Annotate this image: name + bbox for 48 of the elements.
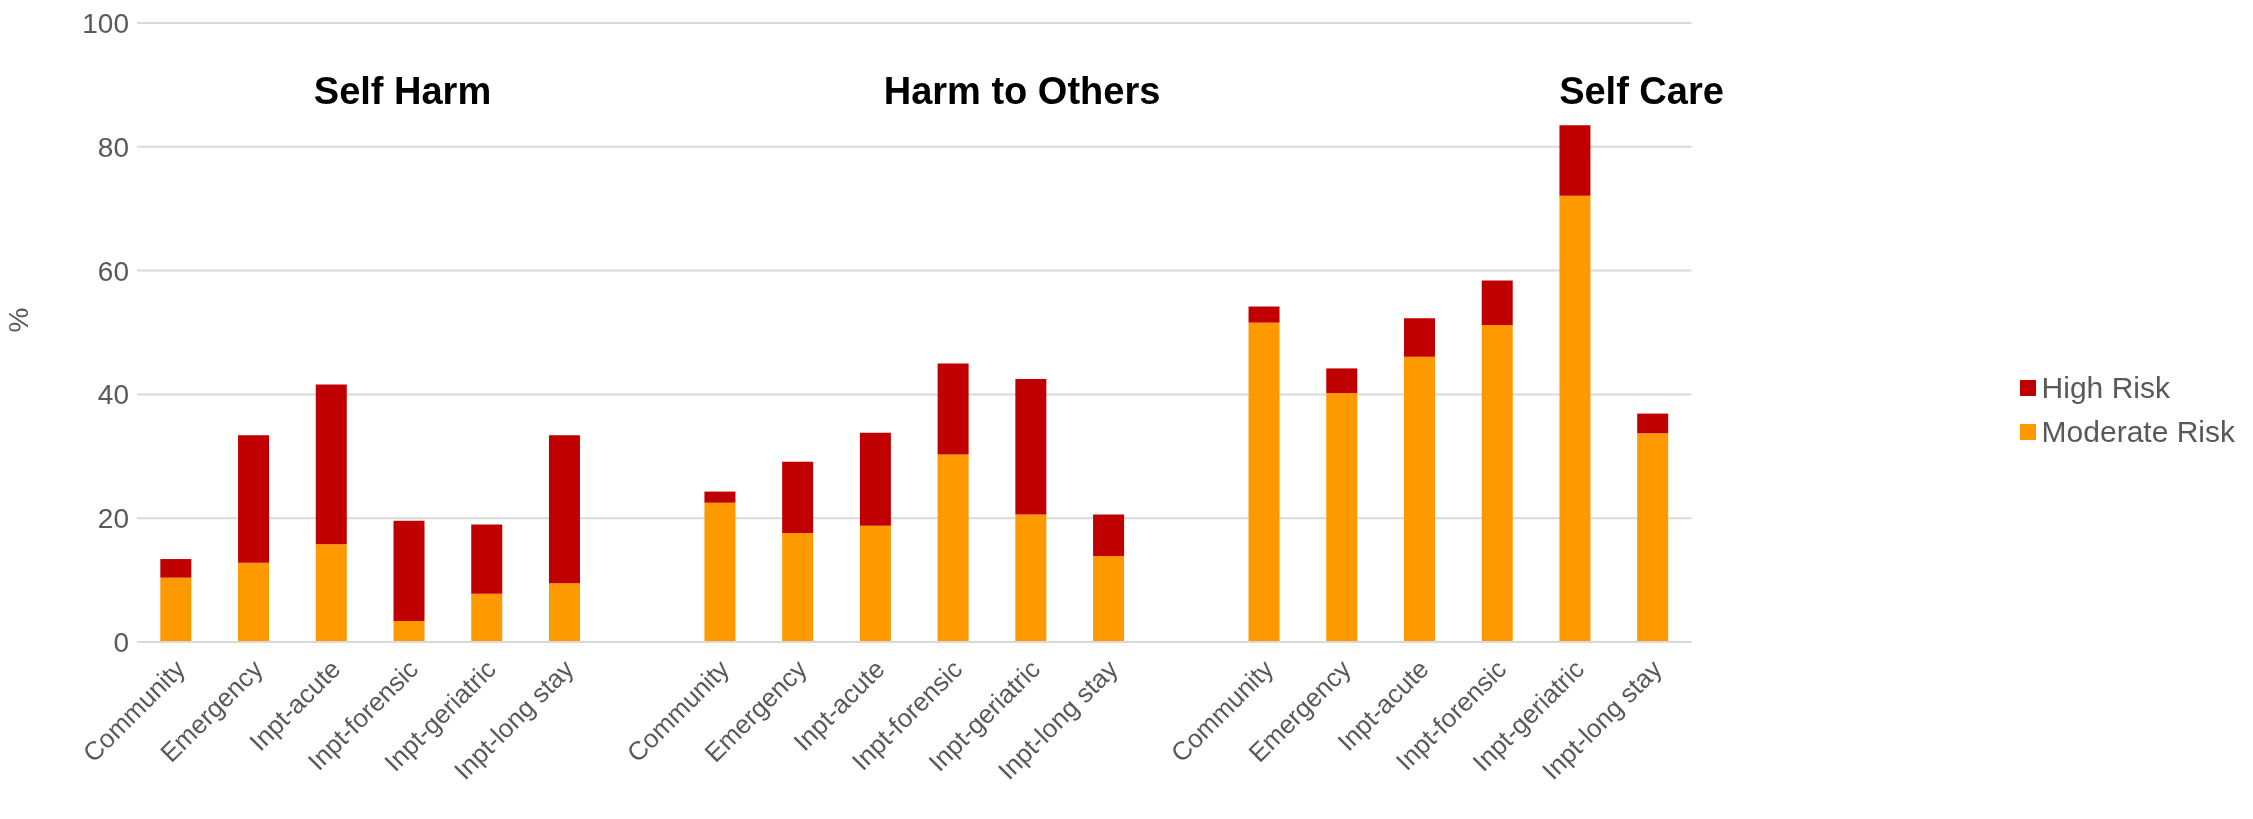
bar	[471, 524, 503, 594]
y-axis-title: %	[2, 307, 34, 333]
bar	[548, 435, 580, 584]
bar	[1637, 413, 1669, 434]
bar	[1326, 393, 1358, 642]
bar	[160, 559, 192, 578]
y-tick-label: 60	[97, 255, 129, 287]
annotation: Self Harm	[313, 70, 492, 113]
legend-label: High Risk	[2041, 370, 2170, 405]
annotation: Self Care	[1559, 70, 1724, 113]
bar	[393, 520, 425, 621]
bar	[1248, 322, 1280, 642]
y-tick-label: 40	[97, 379, 129, 411]
y-tick-label: 100	[82, 7, 129, 39]
bar	[859, 525, 891, 642]
bar	[393, 620, 425, 642]
bar	[937, 363, 969, 455]
bar	[1403, 356, 1435, 642]
bar	[1093, 555, 1125, 642]
bar	[1481, 325, 1513, 642]
bar	[704, 491, 736, 503]
y-tick-label: 20	[97, 503, 129, 535]
bar	[238, 562, 270, 642]
y-tick-label: 0	[113, 626, 129, 658]
bar	[238, 435, 270, 563]
bar	[1559, 195, 1591, 642]
bar	[1326, 368, 1358, 394]
bar	[1015, 514, 1047, 642]
bar	[1248, 306, 1280, 323]
y-tick-label: 80	[97, 131, 129, 163]
bar	[315, 384, 347, 545]
bar	[859, 432, 891, 526]
bar	[1403, 318, 1435, 357]
bar	[1637, 433, 1669, 642]
bar	[704, 502, 736, 642]
bar	[548, 583, 580, 642]
annotation: Harm to Others	[883, 70, 1161, 113]
bar	[471, 593, 503, 642]
bar	[315, 544, 347, 642]
bar	[1015, 378, 1047, 515]
bar	[160, 577, 192, 642]
bar	[782, 461, 814, 534]
bar	[782, 533, 814, 642]
bar	[1481, 280, 1513, 326]
legend-label: Moderate Risk	[2041, 414, 2235, 449]
bar	[937, 454, 969, 642]
bar	[1093, 514, 1125, 556]
bar	[1559, 125, 1591, 196]
